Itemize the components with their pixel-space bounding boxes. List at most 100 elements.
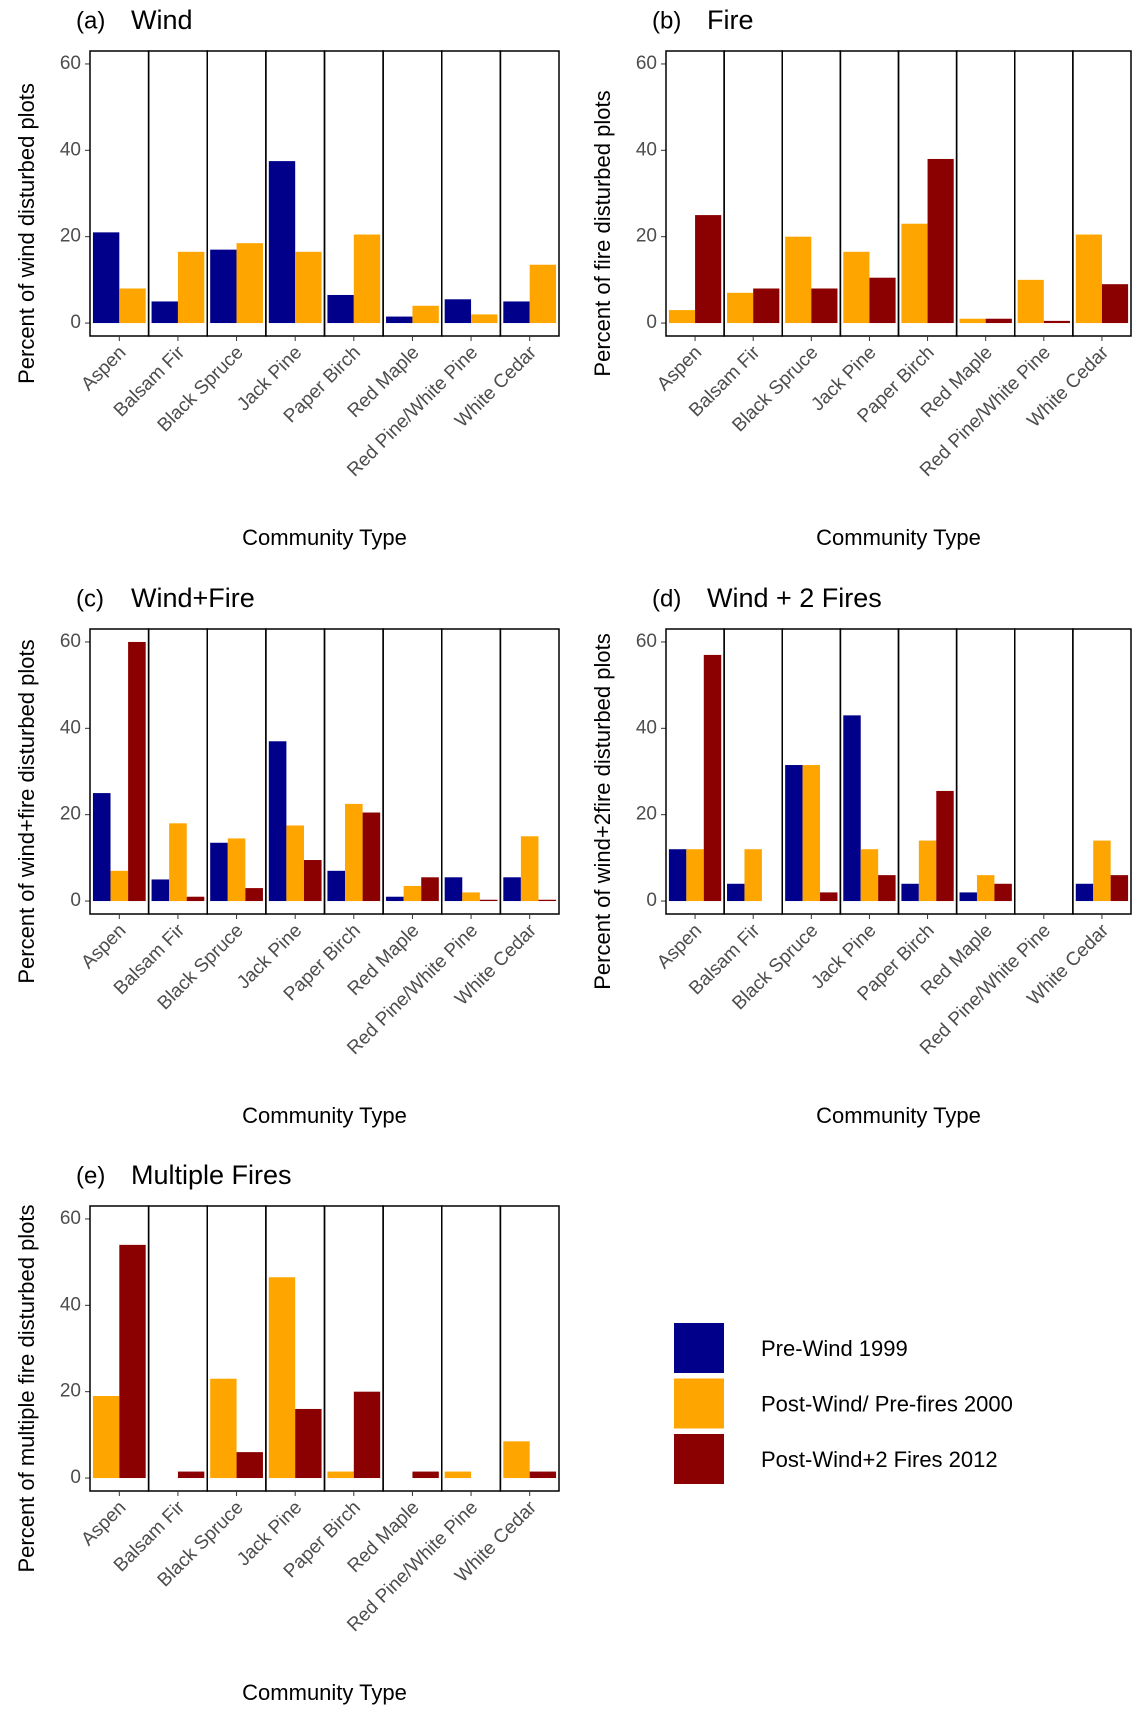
bar xyxy=(92,1396,120,1479)
x-axis-title: Community Type xyxy=(242,1680,407,1705)
y-axis-title: Percent of multiple fire disturbed plots xyxy=(14,1204,39,1572)
bar xyxy=(128,641,146,902)
bar xyxy=(753,288,780,324)
facet-border xyxy=(441,1205,502,1492)
bar xyxy=(227,838,246,902)
bar xyxy=(327,294,354,324)
chart-title: Wind + 2 Fires xyxy=(707,583,882,613)
bar xyxy=(976,875,995,902)
facet-border xyxy=(147,1205,208,1492)
bar xyxy=(936,790,954,902)
bar xyxy=(927,158,954,324)
x-tick-label: Aspen xyxy=(77,920,130,973)
bar xyxy=(295,1408,322,1479)
bar xyxy=(295,251,322,324)
bar xyxy=(843,251,870,324)
bar xyxy=(286,825,304,902)
bar xyxy=(1075,234,1102,324)
bar xyxy=(860,849,879,902)
bar xyxy=(92,793,111,902)
y-tick-label: 60 xyxy=(60,631,81,652)
bar xyxy=(345,803,363,902)
facet-border xyxy=(382,50,443,337)
bar xyxy=(918,840,937,902)
bar xyxy=(503,877,521,902)
y-tick-label: 40 xyxy=(60,1294,81,1315)
y-tick-label: 20 xyxy=(60,226,81,247)
bar xyxy=(119,288,146,324)
bar xyxy=(362,812,381,902)
bar xyxy=(92,232,120,324)
bar xyxy=(695,215,722,324)
bar xyxy=(668,310,696,324)
bar xyxy=(403,885,422,902)
y-tick-label: 20 xyxy=(60,804,81,825)
y-tick-label: 0 xyxy=(646,312,657,333)
bar xyxy=(353,1391,381,1479)
bar xyxy=(686,849,704,902)
bar xyxy=(353,234,381,324)
y-axis-title: Percent of fire disturbed plots xyxy=(590,90,615,376)
y-tick-label: 20 xyxy=(636,226,657,247)
bar xyxy=(327,870,346,902)
bar xyxy=(878,875,896,902)
bar xyxy=(520,836,539,902)
x-axis-title: Community Type xyxy=(816,1103,981,1128)
facet-border xyxy=(441,50,502,337)
legend-key xyxy=(674,1378,724,1429)
bar xyxy=(529,264,557,324)
bar xyxy=(268,741,287,902)
bar xyxy=(959,318,986,324)
bar xyxy=(1093,840,1111,902)
bar xyxy=(1017,279,1044,324)
bar xyxy=(479,899,498,902)
legend-label: Post-Wind/ Pre-fires 2000 xyxy=(761,1391,1013,1416)
bar xyxy=(785,765,803,902)
bar xyxy=(529,1471,557,1479)
bar xyxy=(210,249,237,324)
facet-border xyxy=(1014,628,1074,915)
y-tick-label: 40 xyxy=(60,139,81,160)
legend-key xyxy=(674,1323,724,1373)
bar xyxy=(151,879,170,902)
bar xyxy=(169,823,187,902)
y-tick-label: 40 xyxy=(636,717,657,738)
y-tick-label: 0 xyxy=(70,1467,81,1488)
panel-label: (b) xyxy=(652,7,681,34)
bar xyxy=(668,849,687,902)
bar xyxy=(444,299,472,324)
bar xyxy=(1043,320,1070,324)
bar xyxy=(444,1471,472,1479)
bar xyxy=(1075,883,1094,902)
panel-label: (d) xyxy=(652,585,681,612)
panel-label: (c) xyxy=(76,585,104,612)
bar xyxy=(210,842,228,902)
chart-title: Wind+Fire xyxy=(131,583,255,613)
bar xyxy=(177,251,205,324)
y-axis-title: Percent of wind+2fire disturbed plots xyxy=(590,633,615,989)
bar xyxy=(444,877,463,902)
bar xyxy=(744,849,762,902)
y-tick-label: 0 xyxy=(70,890,81,911)
y-tick-label: 60 xyxy=(60,1208,81,1229)
bar xyxy=(820,892,838,902)
facet-border xyxy=(382,628,443,915)
bar xyxy=(151,301,178,324)
y-tick-label: 20 xyxy=(636,804,657,825)
bar xyxy=(421,877,439,902)
y-tick-label: 40 xyxy=(60,717,81,738)
bar xyxy=(268,161,296,324)
bar xyxy=(236,1452,263,1479)
bar xyxy=(727,883,745,902)
bar xyxy=(538,899,557,902)
bar xyxy=(210,1378,237,1479)
panel-label: (a) xyxy=(76,7,105,34)
bar xyxy=(901,883,919,902)
x-axis-title: Community Type xyxy=(242,1103,407,1128)
bar xyxy=(1110,875,1129,902)
bar xyxy=(186,896,205,902)
x-tick-label: Aspen xyxy=(77,342,130,395)
y-axis-title: Percent of wind disturbed plots xyxy=(14,83,39,384)
bar xyxy=(727,292,754,324)
bar xyxy=(268,1277,296,1479)
